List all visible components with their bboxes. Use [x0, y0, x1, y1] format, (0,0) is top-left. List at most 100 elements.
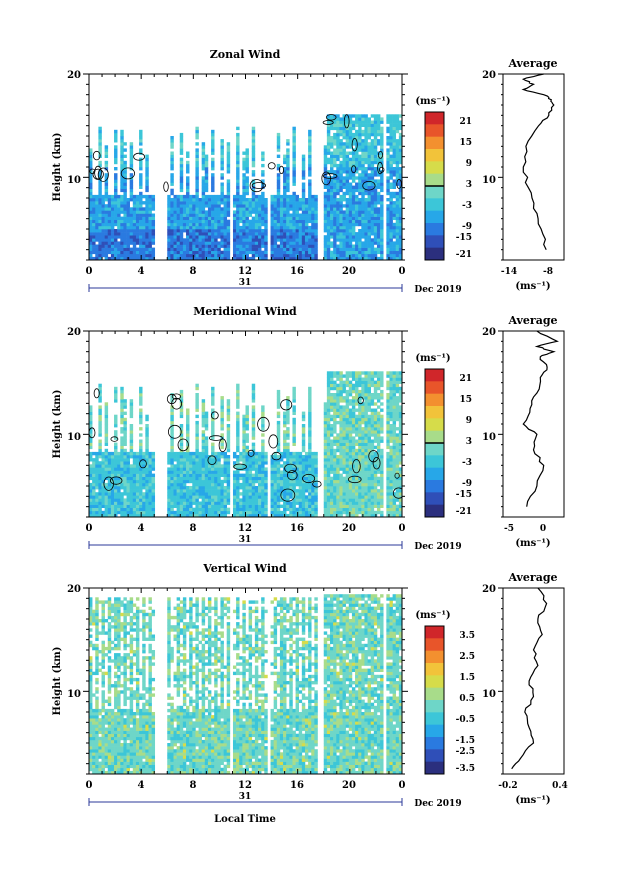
- heatmap-cell: [386, 207, 389, 210]
- heatmap-cell: [264, 483, 267, 486]
- heatmap-cell: [195, 464, 198, 467]
- heatmap-cell: [242, 248, 245, 251]
- heatmap-cell: [214, 251, 217, 254]
- heatmap-cell: [255, 241, 258, 244]
- heatmap-cell: [186, 207, 189, 210]
- heatmap-cell: [386, 232, 389, 235]
- heatmap-cell: [374, 192, 377, 195]
- heatmap-cell: [239, 207, 242, 210]
- heatmap-cell: [183, 238, 186, 241]
- heatmap-cell: [105, 248, 108, 251]
- heatmap-cell: [374, 152, 377, 155]
- heatmap-cell: [123, 405, 126, 408]
- heatmap-cell: [180, 467, 183, 470]
- heatmap-cell: [343, 158, 346, 161]
- heatmap-cell: [136, 223, 139, 226]
- heatmap-cell: [343, 229, 346, 232]
- heatmap-cell: [220, 415, 223, 418]
- heatmap-cell: [261, 489, 264, 492]
- heatmap-cell: [261, 409, 264, 412]
- heatmap-cell: [274, 495, 277, 498]
- heatmap-cell: [380, 207, 383, 210]
- heatmap-cell: [211, 142, 214, 145]
- heatmap-cell: [371, 201, 374, 204]
- heatmap-cell: [355, 176, 358, 179]
- heatmap-cell: [246, 241, 249, 244]
- heatmap-cell: [343, 192, 346, 195]
- heatmap-cell: [355, 245, 358, 248]
- heatmap-cell: [305, 248, 308, 251]
- heatmap-cell: [105, 152, 108, 155]
- heatmap-cell: [123, 161, 126, 164]
- heatmap-cell: [152, 235, 155, 238]
- heatmap-cell: [246, 495, 249, 498]
- heatmap-cell: [389, 235, 392, 238]
- heatmap-cell: [111, 198, 114, 201]
- heatmap-cell: [195, 495, 198, 498]
- colorbar-unit: (ms⁻¹): [415, 96, 450, 107]
- heatmap-cell: [292, 139, 295, 142]
- heatmap-cell: [364, 207, 367, 210]
- heatmap-cell: [393, 254, 396, 257]
- heatmap-cell: [274, 245, 277, 248]
- heatmap-cell: [380, 145, 383, 148]
- heatmap-cell: [148, 495, 151, 498]
- heatmap-cell: [211, 245, 214, 248]
- heatmap-cell: [120, 452, 123, 455]
- heatmap-cell: [233, 483, 236, 486]
- heatmap-cell: [205, 161, 208, 164]
- heatmap-cell: [339, 241, 342, 244]
- heatmap-cell: [292, 145, 295, 148]
- heatmap-cell: [89, 217, 92, 220]
- heatmap-cell: [330, 477, 333, 480]
- heatmap-cell: [255, 452, 258, 455]
- heatmap-cell: [202, 483, 205, 486]
- heatmap-cell: [120, 248, 123, 251]
- heatmap-cell: [305, 207, 308, 210]
- heatmap-cell: [170, 167, 173, 170]
- heatmap-cell: [308, 145, 311, 148]
- heatmap-cell: [92, 477, 95, 480]
- heatmap-cell: [205, 455, 208, 458]
- heatmap-cell: [102, 207, 105, 210]
- heatmap-cell: [105, 458, 108, 461]
- heatmap-cell: [127, 232, 130, 235]
- heatmap-cell: [252, 158, 255, 161]
- heatmap-cell: [327, 226, 330, 229]
- heatmap-cell: [386, 235, 389, 238]
- heatmap-cell: [280, 480, 283, 483]
- heatmap-cell: [195, 480, 198, 483]
- heatmap-cell: [102, 214, 105, 217]
- heatmap-cell: [186, 498, 189, 501]
- heatmap-cell: [211, 452, 214, 455]
- heatmap-cell: [202, 214, 205, 217]
- heatmap-cell: [130, 483, 133, 486]
- heatmap-cell: [336, 223, 339, 226]
- heatmap-cell: [249, 486, 252, 489]
- heatmap-cell: [286, 179, 289, 182]
- heatmap-cell: [252, 495, 255, 498]
- heatmap-cell: [105, 241, 108, 244]
- heatmap-cell: [324, 248, 327, 251]
- heatmap-cell: [186, 452, 189, 455]
- heatmap-cell: [227, 409, 230, 412]
- heatmap-cell: [120, 467, 123, 470]
- heatmap-cell: [308, 495, 311, 498]
- heatmap-cell: [170, 142, 173, 145]
- heatmap-cell: [148, 477, 151, 480]
- heatmap-cell: [355, 248, 358, 251]
- heatmap-cell: [205, 210, 208, 213]
- heatmap-cell: [339, 124, 342, 127]
- heatmap-cell: [111, 452, 114, 455]
- heatmap-cell: [174, 477, 177, 480]
- heatmap-cell: [211, 486, 214, 489]
- heatmap-cell: [211, 214, 214, 217]
- heatmap-cell: [208, 229, 211, 232]
- heatmap-cell: [220, 251, 223, 254]
- heatmap-cell: [327, 207, 330, 210]
- heatmap-cell: [148, 474, 151, 477]
- heatmap-cell: [217, 461, 220, 464]
- heatmap-cell: [224, 505, 227, 508]
- heatmap-cell: [252, 433, 255, 436]
- heatmap-cell: [152, 232, 155, 235]
